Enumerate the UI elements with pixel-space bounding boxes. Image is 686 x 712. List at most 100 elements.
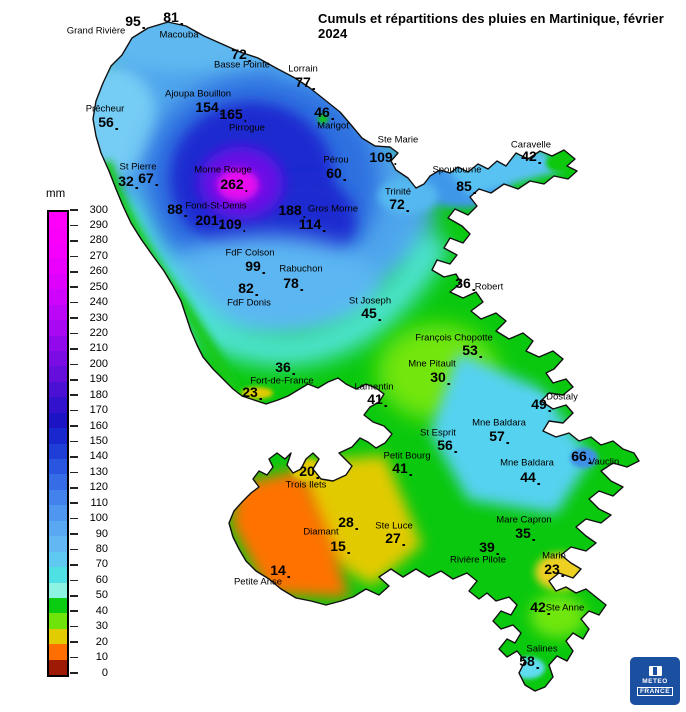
legend-tick-label: 140 [89, 450, 108, 463]
legend-band [49, 551, 67, 568]
legend-tick-line [70, 672, 78, 674]
legend-band [49, 304, 67, 321]
legend-tick-label: 180 [89, 388, 108, 401]
legend-tick-line [70, 224, 78, 227]
legend-band [49, 443, 67, 459]
legend-tick-line [70, 579, 78, 582]
legend-tick-label: 190 [89, 373, 108, 386]
legend-band [49, 520, 67, 537]
legend-band [49, 505, 67, 521]
legend-band [49, 597, 67, 614]
legend-ticks: 300 290 280 270 260 250 240 230 220 210 200 190 180 1… [47, 204, 108, 679]
legend-tick-line [70, 332, 78, 335]
legend-tick-label: 260 [89, 265, 108, 278]
legend-tick-line [70, 363, 78, 366]
legend-tick-label: 280 [89, 234, 108, 247]
legend-tick-label: 20 [95, 635, 108, 648]
legend-tick-line [70, 625, 78, 628]
legend-tick-line [70, 255, 78, 258]
legend-tick-label: 150 [89, 435, 108, 447]
legend-band [49, 412, 67, 429]
legend-tick-line [70, 240, 78, 242]
legend-tick-line [70, 456, 78, 458]
legend-tick-line [70, 548, 78, 551]
legend-tick-label: 130 [89, 465, 108, 478]
meteo-france-logo: METEO FRANCE [630, 657, 680, 705]
legend-tick-label: 30 [95, 620, 108, 633]
legend-tick-line [70, 394, 78, 396]
legend-band [49, 242, 67, 259]
legend-tick-line [70, 656, 78, 659]
legend-tick-label: 110 [90, 496, 108, 509]
legend-unit-label: mm [46, 188, 66, 200]
legend-tick-label: 270 [89, 249, 108, 262]
island-outline [92, 21, 640, 692]
legend-band [49, 489, 67, 506]
legend-tick-line [70, 595, 78, 597]
map-title: Cumuls et répartitions des pluies en Mar… [318, 11, 664, 41]
legend-band [49, 628, 67, 645]
legend-tick-line [70, 564, 78, 566]
legend-tick-line [70, 471, 78, 474]
legend-band [49, 474, 67, 490]
legend-tick-line [70, 317, 78, 319]
legend-tick-label: 40 [95, 604, 108, 617]
legend-band [49, 335, 67, 351]
legend-tick-line [70, 502, 78, 505]
legend-tick-label: 80 [95, 543, 108, 556]
legend-tick-label: 220 [89, 326, 108, 339]
legend-tick-label: 70 [95, 558, 108, 571]
legend-tick-label: 120 [89, 481, 108, 494]
legend-band [49, 366, 67, 382]
legend-band [49, 258, 67, 274]
legend-band [49, 397, 67, 413]
logo-line1: METEO [642, 678, 668, 685]
legend-tick-label: 290 [89, 218, 108, 231]
legend-band [49, 289, 67, 305]
legend-band [49, 567, 67, 583]
legend-tick-label: 50 [95, 589, 108, 602]
legend-tick-label: 0 [101, 666, 108, 679]
legend-tick-label: 170 [89, 404, 108, 417]
legend-tick-label: 10 [95, 651, 108, 664]
legend-tick-label: 100 [89, 512, 108, 525]
legend-tick-label: 90 [95, 527, 108, 540]
legend-tick-line [70, 409, 78, 412]
legend-band [49, 350, 67, 367]
legend-tick-label: 210 [89, 342, 108, 355]
legend-band [49, 459, 67, 475]
legend-tick-label: 240 [89, 296, 108, 309]
legend-band [49, 536, 67, 552]
legend-tick-line [70, 270, 78, 273]
legend-tick-line [70, 641, 78, 643]
legend-tick-label: 230 [89, 311, 108, 324]
legend-tick-line [70, 610, 78, 613]
legend-tick-line [70, 348, 78, 350]
legend-tick-line [70, 286, 78, 288]
legend-tick-line [70, 301, 78, 304]
legend-tick-label: 60 [95, 573, 108, 586]
legend-tick-line [70, 425, 78, 427]
legend-band [49, 227, 67, 243]
legend-band [49, 273, 67, 290]
legend-tick-label: 250 [89, 280, 108, 293]
legend-tick-line [70, 440, 78, 443]
legend-band [49, 212, 67, 228]
logo-line2: FRANCE [636, 687, 674, 696]
legend-color-bar [47, 210, 69, 677]
legend-band [49, 582, 67, 598]
legend-tick-label: 200 [89, 357, 108, 370]
meteo-france-flag-icon [648, 666, 662, 676]
legend-tick-line [70, 517, 78, 520]
legend-band [49, 613, 67, 629]
legend-tick-label: 160 [89, 419, 108, 432]
legend-band [49, 659, 67, 676]
legend-tick-line [70, 378, 78, 381]
legend-band [49, 320, 67, 336]
legend-tick-line [70, 209, 78, 211]
legend-band [49, 428, 67, 444]
legend-band [49, 381, 67, 398]
legend-tick-label: 300 [89, 203, 108, 216]
